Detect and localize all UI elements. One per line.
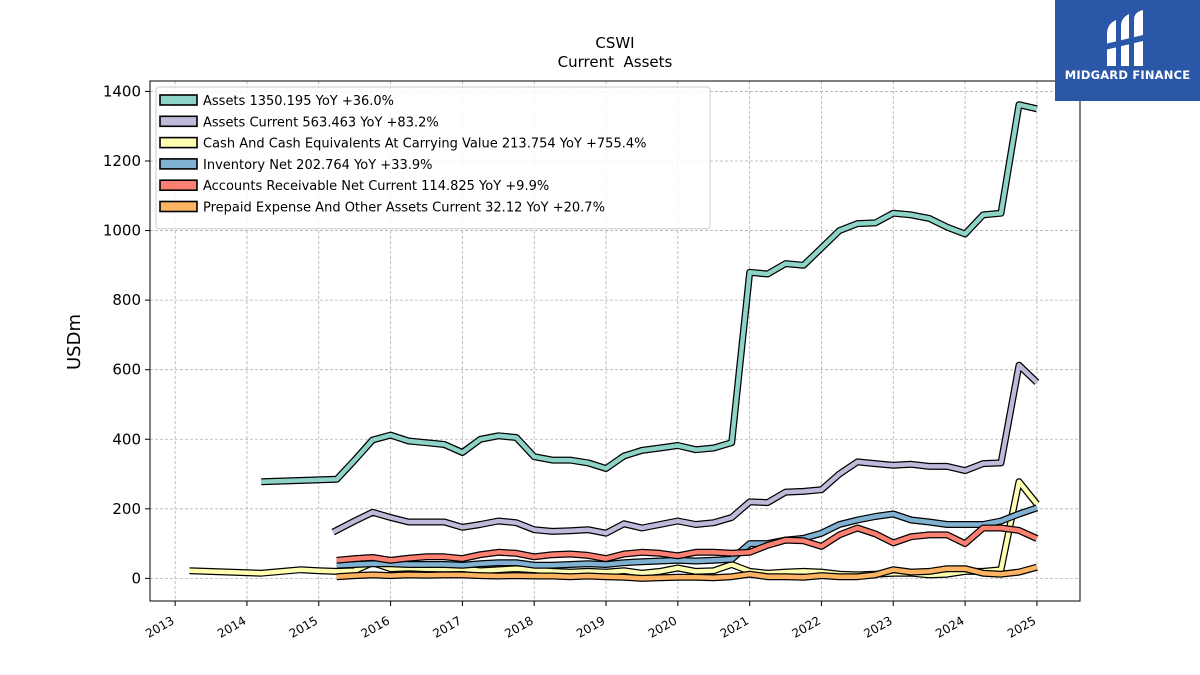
y-tick-label: 400 bbox=[112, 430, 141, 448]
x-tick-label: 2025 bbox=[1005, 613, 1038, 640]
legend-swatch bbox=[159, 200, 198, 213]
x-tick-label: 2022 bbox=[790, 613, 823, 640]
series-1 bbox=[331, 361, 1040, 537]
y-tick-label: 1000 bbox=[103, 222, 141, 240]
x-tick-label: 2017 bbox=[430, 613, 463, 640]
y-tick-label: 600 bbox=[112, 361, 141, 379]
legend-swatch bbox=[159, 94, 198, 106]
x-tick-label: 2016 bbox=[359, 613, 392, 640]
midgard-logo-icon bbox=[1105, 10, 1147, 66]
brand-logo: MIDGARD FINANCE bbox=[1055, 0, 1200, 101]
x-tick-label: 2020 bbox=[646, 613, 679, 640]
y-tick-label: 1200 bbox=[103, 152, 141, 170]
x-tick-label: 2015 bbox=[287, 613, 320, 640]
x-tick-label: 2021 bbox=[718, 613, 751, 640]
series-4 bbox=[336, 524, 1039, 564]
legend-label: Prepaid Expense And Other Assets Current… bbox=[203, 201, 605, 216]
brand-name: MIDGARD FINANCE bbox=[1064, 68, 1191, 82]
x-tick-label: 2024 bbox=[933, 613, 966, 640]
legend: Assets 1350.195 YoY +36.0% Assets Current… bbox=[155, 86, 711, 230]
legend-label: Assets Current 563.463 YoY +83.2% bbox=[203, 115, 439, 130]
legend-label: Accounts Receivable Net Current 114.825 … bbox=[203, 179, 549, 194]
y-axis-label: USDm bbox=[64, 314, 85, 370]
series-line bbox=[336, 505, 1038, 568]
y-tick-label: 0 bbox=[131, 569, 141, 587]
legend-swatch bbox=[159, 179, 198, 191]
series-line bbox=[261, 102, 1038, 484]
grid bbox=[150, 81, 1080, 601]
legend-label: Cash And Cash Equivalents At Carrying Va… bbox=[203, 137, 646, 152]
legend-label: Inventory Net 202.764 YoY +33.9% bbox=[203, 158, 433, 173]
legend-label: Assets 1350.195 YoY +36.0% bbox=[203, 94, 394, 109]
series-lines bbox=[189, 101, 1040, 582]
series-5 bbox=[336, 563, 1038, 582]
legend-swatch bbox=[159, 158, 198, 170]
x-tick-label: 2023 bbox=[861, 613, 894, 640]
legend-box bbox=[155, 86, 711, 230]
legend-swatch bbox=[159, 115, 198, 128]
legend-swatch bbox=[159, 136, 198, 149]
chart-title: CSWI bbox=[595, 34, 634, 52]
series-line bbox=[336, 565, 1038, 581]
series-line bbox=[332, 362, 1039, 536]
chart-subtitle: Current Assets bbox=[558, 53, 673, 71]
y-tick-label: 1400 bbox=[103, 82, 141, 100]
x-tick-label: 2018 bbox=[502, 613, 535, 640]
x-tick-label: 2014 bbox=[215, 613, 248, 640]
x-tick-label: 2013 bbox=[143, 613, 176, 640]
plot-frame bbox=[149, 80, 1081, 602]
series-3 bbox=[336, 504, 1039, 569]
x-tick-label: 2019 bbox=[574, 613, 607, 640]
y-tick-label: 200 bbox=[112, 500, 141, 518]
series-0 bbox=[261, 101, 1038, 486]
series-line bbox=[336, 525, 1038, 563]
y-tick-label: 800 bbox=[112, 291, 141, 309]
